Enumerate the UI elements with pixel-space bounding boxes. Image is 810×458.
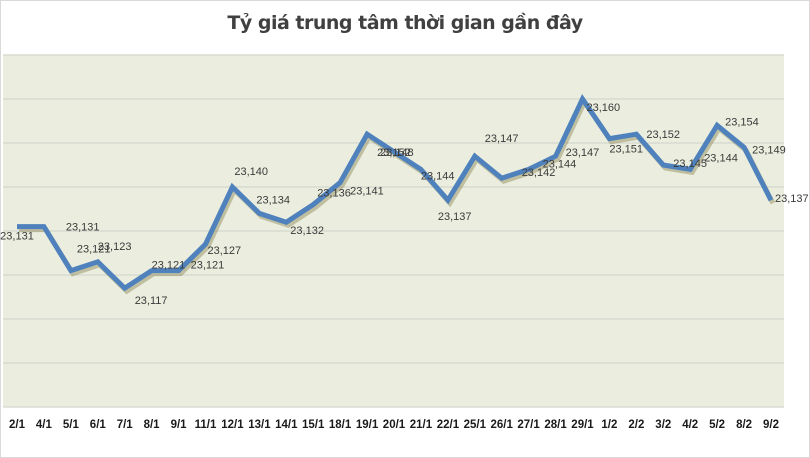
data-label: 23,144: [543, 158, 577, 170]
data-label: 23,131: [0, 231, 34, 243]
x-axis-tick-label: 1/2: [601, 419, 617, 431]
x-axis-tick-label: 25/1: [464, 419, 487, 431]
x-axis-tick-label: 19/1: [356, 419, 379, 431]
data-label: 23,144: [704, 152, 738, 164]
x-axis-tick-label: 21/1: [410, 419, 433, 431]
gridlines: [3, 54, 784, 408]
x-axis-labels: 2/1 4/1 5/1 6/1 7/1 8/1 9/1 11/1 12/1 13/1 14/1 15/…: [9, 419, 779, 431]
x-axis-tick-label: 5/2: [709, 419, 725, 431]
data-label: 23,140: [234, 166, 268, 178]
x-axis-tick-label: 3/2: [655, 419, 671, 431]
data-label: 23,147: [566, 147, 600, 159]
data-label: 23,152: [646, 129, 680, 141]
data-label: 23,144: [421, 170, 455, 182]
data-label: 23,152: [377, 147, 411, 159]
x-axis-tick-label: 13/1: [248, 419, 271, 431]
data-label: 23,131: [66, 222, 100, 234]
x-axis-tick-label: 12/1: [221, 419, 244, 431]
data-label: 23,149: [752, 144, 786, 156]
data-label: 23,137: [438, 211, 472, 223]
data-label: 23,121: [77, 244, 111, 256]
x-axis-tick-label: 22/1: [437, 419, 460, 431]
x-axis-tick-label: 9/1: [171, 419, 188, 431]
x-axis-tick-label: 28/1: [544, 419, 567, 431]
x-axis-tick-label: 11/1: [195, 419, 217, 431]
data-label: 23,142: [522, 167, 556, 179]
data-label: 23,121: [152, 260, 186, 272]
x-axis-tick-label: 18/1: [329, 419, 352, 431]
data-label: 23,137: [775, 193, 809, 205]
x-axis-tick-label: 4/1: [36, 419, 53, 431]
data-label: 23,123: [98, 241, 132, 253]
data-label: 23,160: [587, 102, 621, 114]
data-label: 23,154: [725, 116, 759, 128]
chart-title: Tỷ giá trung tâm thời gian gần đây: [227, 12, 583, 34]
x-axis-tick-label: 9/2: [763, 419, 779, 431]
x-axis-tick-label: 29/1: [571, 419, 594, 431]
x-axis-tick-label: 8/1: [144, 419, 161, 431]
series-line: [17, 93, 776, 295]
data-label: 23,151: [609, 144, 643, 156]
data-label: 23,134: [256, 194, 290, 206]
x-axis-tick-label: 5/1: [63, 419, 80, 431]
x-axis-tick-label: 6/1: [90, 419, 107, 431]
x-axis-tick-label: 14/1: [275, 419, 298, 431]
data-label: 23,136: [317, 188, 351, 200]
x-axis-tick-label: 15/1: [302, 419, 325, 431]
data-label: 23,127: [208, 245, 242, 257]
x-axis-tick-label: 7/1: [117, 419, 134, 431]
x-axis-tick-label: 20/1: [383, 419, 406, 431]
x-axis-tick-label: 2/2: [628, 419, 644, 431]
data-label: 23,117: [135, 295, 168, 307]
data-label: 23,148: [380, 147, 414, 159]
data-label: 23,121: [191, 260, 225, 272]
x-axis-tick-label: 8/2: [736, 419, 752, 431]
x-axis-tick-label: 2/1: [9, 419, 26, 431]
data-label: 23,145: [673, 158, 707, 170]
data-label: 23,141: [350, 186, 384, 198]
x-axis-tick-label: 26/1: [491, 419, 514, 431]
x-axis-tick-label: 27/1: [517, 419, 540, 431]
data-label: 23,132: [290, 225, 324, 237]
series-line-path: [17, 93, 774, 292]
data-label: 23,147: [485, 133, 519, 145]
x-axis-tick-label: 4/2: [682, 419, 698, 431]
